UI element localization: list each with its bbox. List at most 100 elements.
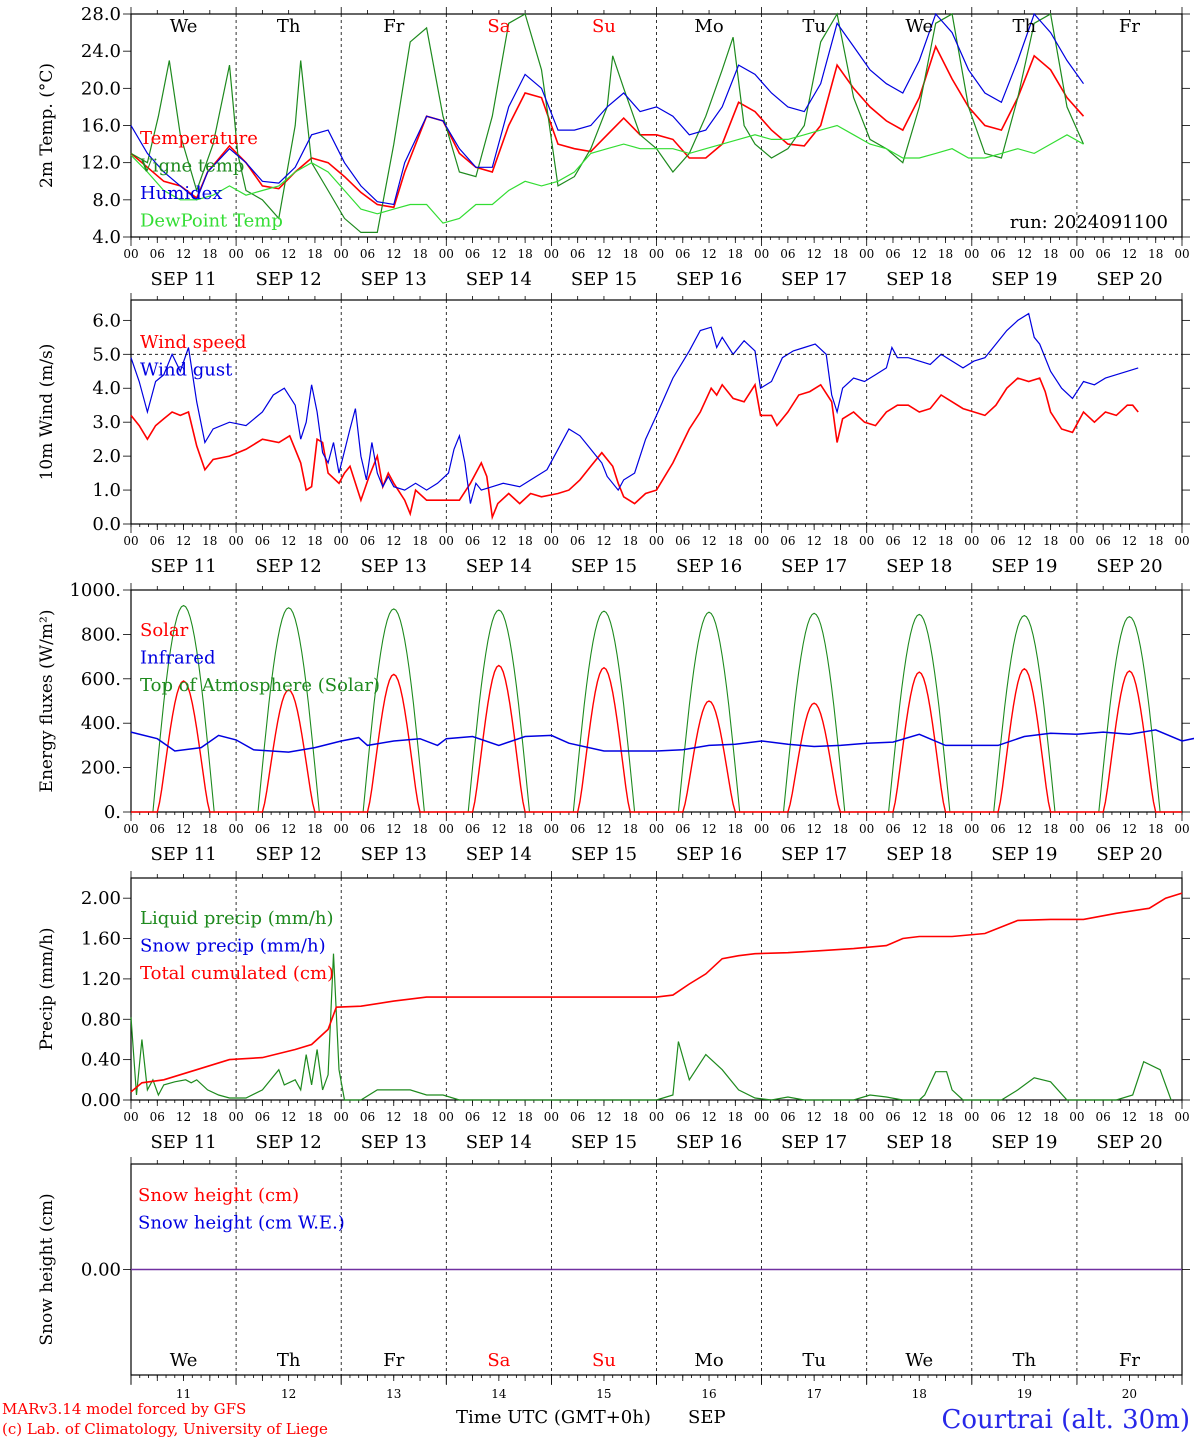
hour-label: 00 [964, 247, 979, 261]
hour-label: 12 [491, 247, 506, 261]
day-of-week: We [170, 16, 198, 37]
hour-label: 12 [807, 1110, 822, 1124]
hour-label: 18 [623, 247, 638, 261]
hour-label: 06 [570, 1110, 585, 1124]
hour-label: 00 [1174, 1110, 1189, 1124]
hour-label: 00 [334, 1110, 349, 1124]
y-tick-label: 1000. [69, 580, 121, 601]
hour-label: 18 [1043, 247, 1058, 261]
day-number: 18 [912, 1387, 927, 1401]
hour-label: 06 [780, 534, 795, 548]
y-tick-label: 800. [81, 624, 121, 645]
day-number: 20 [1122, 1387, 1137, 1401]
hour-label: 18 [833, 534, 848, 548]
hour-label: 00 [649, 247, 664, 261]
y-tick-label: 4.0 [92, 227, 121, 248]
date-label: SEP 12 [256, 269, 322, 290]
plot-frame [130, 13, 1183, 238]
hour-label: 12 [1017, 1110, 1032, 1124]
legend-entry: Infrared [140, 648, 215, 669]
hour-label: 06 [1096, 247, 1111, 261]
hour-label: 06 [885, 822, 900, 836]
hour-label: 06 [360, 247, 375, 261]
hour-label: 00 [228, 1110, 243, 1124]
date-label: SEP 11 [150, 844, 216, 865]
hour-label: 06 [1096, 534, 1111, 548]
hour-label: 06 [150, 1110, 165, 1124]
run-label: run: 2024091100 [1010, 212, 1168, 233]
hour-label: 12 [386, 822, 401, 836]
hour-label: 18 [202, 1110, 217, 1124]
series-solar [131, 664, 1182, 813]
day-of-week: We [905, 16, 933, 37]
series-infrared [130, 729, 1194, 753]
date-label: SEP 19 [991, 556, 1057, 577]
hour-label: 18 [1148, 247, 1163, 261]
date-label: SEP 20 [1096, 269, 1162, 290]
hour-label: 06 [990, 1110, 1005, 1124]
y-tick-label: 0. [104, 802, 121, 823]
hour-label: 06 [570, 534, 585, 548]
hour-label: 18 [1043, 1110, 1058, 1124]
x-axis-month: SEP [688, 1407, 726, 1428]
hour-label: 06 [150, 247, 165, 261]
day-of-week: Su [592, 16, 616, 37]
date-label: SEP 16 [676, 844, 742, 865]
day-of-week: Th [1013, 1350, 1037, 1371]
date-label: SEP 19 [991, 269, 1057, 290]
date-label: SEP 17 [781, 1132, 847, 1153]
y-axis-label: Precip (mm/h) [37, 927, 57, 1050]
hour-label: 00 [859, 1110, 874, 1124]
hour-label: 18 [938, 822, 953, 836]
date-label: SEP 18 [886, 844, 952, 865]
hour-label: 18 [623, 534, 638, 548]
date-label: SEP 20 [1096, 1132, 1162, 1153]
hour-label: 18 [1043, 822, 1058, 836]
legend-entry: DewPoint Temp [140, 211, 283, 232]
hour-label: 06 [465, 534, 480, 548]
hour-label: 06 [885, 247, 900, 261]
day-of-week: Fr [383, 16, 404, 37]
hour-label: 12 [1017, 534, 1032, 548]
series-total-cumulated-cm- [130, 892, 1183, 1093]
hour-label: 12 [281, 822, 296, 836]
day-number: 19 [1017, 1387, 1032, 1401]
hour-label: 18 [412, 247, 427, 261]
hour-label: 12 [1017, 247, 1032, 261]
date-label: SEP 13 [361, 1132, 427, 1153]
hour-label: 00 [1069, 1110, 1084, 1124]
legend-entry: Wind gust [140, 360, 233, 381]
hour-label: 18 [307, 247, 322, 261]
hour-label: 00 [649, 1110, 664, 1124]
hour-label: 06 [150, 822, 165, 836]
hour-label: 06 [465, 1110, 480, 1124]
hour-label: 06 [780, 1110, 795, 1124]
hour-label: 00 [964, 534, 979, 548]
hour-label: 00 [1069, 247, 1084, 261]
legend-entry: Liquid precip (mm/h) [140, 908, 334, 929]
series-vigne-temp [130, 12, 1085, 233]
day-of-week: Th [1013, 16, 1037, 37]
hour-label: 12 [596, 1110, 611, 1124]
hour-label: 06 [465, 822, 480, 836]
legend-entry: Top of Atmosphere (Solar) [140, 675, 380, 696]
date-label: SEP 15 [571, 269, 637, 290]
hour-label: 00 [334, 247, 349, 261]
station-name: Courtrai (alt. 30m) [942, 1405, 1191, 1435]
hour-label: 06 [990, 247, 1005, 261]
date-label: SEP 17 [781, 556, 847, 577]
hour-label: 18 [412, 534, 427, 548]
hour-label: 00 [1174, 247, 1189, 261]
x-axis-label: Time UTC (GMT+0h) [456, 1407, 651, 1428]
hour-label: 00 [859, 534, 874, 548]
date-label: SEP 15 [571, 844, 637, 865]
legend-entry: Wind speed [140, 332, 246, 353]
hour-label: 00 [544, 1110, 559, 1124]
hour-label: 18 [307, 822, 322, 836]
hour-label: 18 [412, 1110, 427, 1124]
hour-label: 00 [228, 247, 243, 261]
panel-snow: 0.00 Snow height (cm) Snow height (cm) Snow… [37, 1157, 1190, 1401]
hour-label: 06 [360, 1110, 375, 1124]
hour-label: 12 [1017, 822, 1032, 836]
hour-label: 18 [833, 247, 848, 261]
